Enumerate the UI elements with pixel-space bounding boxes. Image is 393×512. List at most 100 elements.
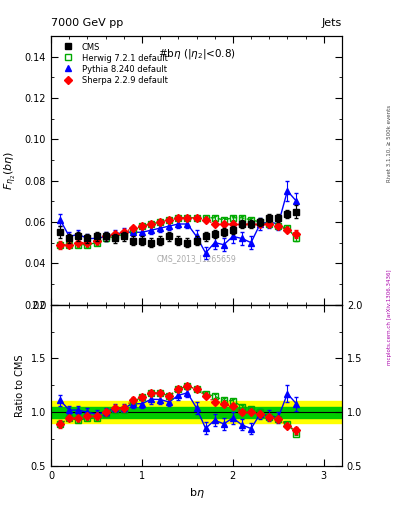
CMS: [267, 215, 272, 221]
Pythia 8.240 default: [276, 221, 281, 227]
Sherpa 2.2.9 default: [121, 229, 126, 236]
Sherpa 2.2.9 default: [285, 227, 290, 233]
Sherpa 2.2.9 default: [94, 238, 99, 244]
Herwig 7.2.1 default: [94, 240, 99, 246]
Pythia 8.240 default: [130, 229, 135, 236]
Sherpa 2.2.9 default: [85, 240, 90, 246]
Pythia 8.240 default: [158, 225, 163, 231]
Pythia 8.240 default: [240, 236, 244, 242]
Text: #b$\eta$ ($|\eta_2|$<0.8): #b$\eta$ ($|\eta_2|$<0.8): [158, 47, 235, 60]
CMS: [258, 219, 263, 225]
Herwig 7.2.1 default: [249, 217, 253, 223]
CMS: [231, 227, 235, 233]
Pythia 8.240 default: [112, 231, 117, 238]
Text: mcplots.cern.ch [arXiv:1306.3436]: mcplots.cern.ch [arXiv:1306.3436]: [387, 270, 392, 365]
Pythia 8.240 default: [58, 217, 62, 223]
Sherpa 2.2.9 default: [240, 221, 244, 227]
CMS: [185, 240, 190, 246]
Sherpa 2.2.9 default: [194, 215, 199, 221]
Herwig 7.2.1 default: [185, 215, 190, 221]
CMS: [130, 238, 135, 244]
Pythia 8.240 default: [67, 233, 72, 240]
Herwig 7.2.1 default: [203, 215, 208, 221]
Pythia 8.240 default: [285, 188, 290, 194]
Pythia 8.240 default: [94, 236, 99, 242]
CMS: [158, 238, 163, 244]
Herwig 7.2.1 default: [267, 221, 272, 227]
Text: CMS_2013_I1265659: CMS_2013_I1265659: [157, 254, 236, 264]
Sherpa 2.2.9 default: [212, 221, 217, 227]
CMS: [240, 221, 244, 227]
Sherpa 2.2.9 default: [185, 215, 190, 221]
CMS: [249, 221, 253, 227]
Sherpa 2.2.9 default: [221, 221, 226, 227]
Pythia 8.240 default: [194, 233, 199, 240]
Herwig 7.2.1 default: [258, 219, 263, 225]
Pythia 8.240 default: [103, 233, 108, 240]
Sherpa 2.2.9 default: [158, 219, 163, 225]
Herwig 7.2.1 default: [285, 225, 290, 231]
Bar: [51, 407, 342, 418]
Pythia 8.240 default: [203, 250, 208, 256]
Sherpa 2.2.9 default: [140, 223, 144, 229]
CMS: [294, 208, 299, 215]
Sherpa 2.2.9 default: [231, 221, 235, 227]
Pythia 8.240 default: [140, 229, 144, 236]
Sherpa 2.2.9 default: [176, 215, 181, 221]
Y-axis label: Ratio to CMS: Ratio to CMS: [15, 354, 25, 417]
Sherpa 2.2.9 default: [103, 233, 108, 240]
Pythia 8.240 default: [85, 236, 90, 242]
Pythia 8.240 default: [267, 219, 272, 225]
Pythia 8.240 default: [121, 229, 126, 236]
Legend: CMS, Herwig 7.2.1 default, Pythia 8.240 default, Sherpa 2.2.9 default: CMS, Herwig 7.2.1 default, Pythia 8.240 …: [55, 40, 170, 88]
Pythia 8.240 default: [231, 233, 235, 240]
Line: CMS: CMS: [57, 208, 300, 246]
Herwig 7.2.1 default: [212, 215, 217, 221]
Herwig 7.2.1 default: [231, 215, 235, 221]
Pythia 8.240 default: [249, 240, 253, 246]
Bar: [51, 401, 342, 423]
Herwig 7.2.1 default: [140, 223, 144, 229]
Sherpa 2.2.9 default: [149, 221, 153, 227]
Pythia 8.240 default: [258, 221, 263, 227]
Pythia 8.240 default: [221, 242, 226, 248]
Pythia 8.240 default: [294, 198, 299, 204]
Sherpa 2.2.9 default: [249, 221, 253, 227]
Sherpa 2.2.9 default: [58, 242, 62, 248]
CMS: [203, 233, 208, 240]
Sherpa 2.2.9 default: [67, 242, 72, 248]
Herwig 7.2.1 default: [103, 236, 108, 242]
Herwig 7.2.1 default: [294, 236, 299, 242]
CMS: [121, 233, 126, 240]
Herwig 7.2.1 default: [58, 242, 62, 248]
Herwig 7.2.1 default: [176, 215, 181, 221]
CMS: [212, 231, 217, 238]
Line: Herwig 7.2.1 default: Herwig 7.2.1 default: [57, 215, 300, 248]
Text: Rivet 3.1.10, ≥ 500k events: Rivet 3.1.10, ≥ 500k events: [387, 105, 392, 182]
Y-axis label: $F_{\eta_2}(b\eta)$: $F_{\eta_2}(b\eta)$: [3, 151, 19, 190]
Herwig 7.2.1 default: [167, 217, 172, 223]
Pythia 8.240 default: [185, 221, 190, 227]
Herwig 7.2.1 default: [194, 215, 199, 221]
Sherpa 2.2.9 default: [203, 217, 208, 223]
Sherpa 2.2.9 default: [167, 217, 172, 223]
Herwig 7.2.1 default: [121, 231, 126, 238]
Pythia 8.240 default: [167, 223, 172, 229]
CMS: [103, 233, 108, 240]
Sherpa 2.2.9 default: [294, 231, 299, 238]
CMS: [276, 215, 281, 221]
Sherpa 2.2.9 default: [258, 221, 263, 227]
Pythia 8.240 default: [76, 231, 81, 238]
Herwig 7.2.1 default: [149, 221, 153, 227]
Herwig 7.2.1 default: [221, 217, 226, 223]
Sherpa 2.2.9 default: [130, 225, 135, 231]
Herwig 7.2.1 default: [130, 227, 135, 233]
Sherpa 2.2.9 default: [76, 240, 81, 246]
Herwig 7.2.1 default: [276, 223, 281, 229]
Pythia 8.240 default: [176, 221, 181, 227]
CMS: [194, 238, 199, 244]
Pythia 8.240 default: [212, 240, 217, 246]
Herwig 7.2.1 default: [158, 219, 163, 225]
Text: 7000 GeV pp: 7000 GeV pp: [51, 18, 123, 28]
CMS: [58, 229, 62, 236]
